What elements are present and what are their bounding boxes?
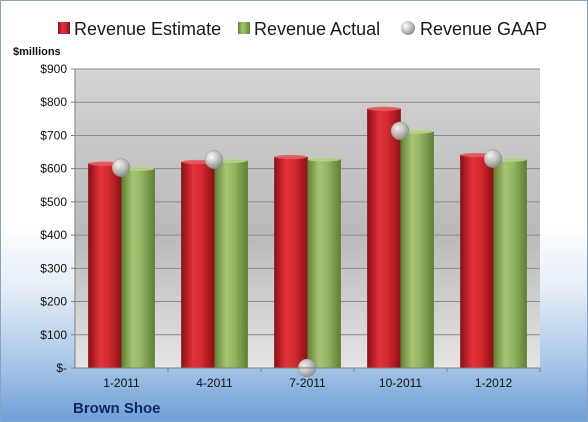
legend-marker-revenue-gaap [401, 21, 415, 35]
bar-top-revenue-estimate [274, 154, 308, 160]
bar-revenue-actual [400, 131, 434, 369]
x-tick-label: 4-2011 [196, 376, 233, 390]
bar-revenue-estimate [88, 163, 122, 369]
marker-revenue-gaap [390, 121, 410, 141]
y-axis-unit-label: $millions [13, 46, 61, 58]
company-name: Brown Shoe [73, 400, 161, 417]
legend-label-revenue-actual: Revenue Actual [254, 19, 380, 39]
bar-revenue-estimate [274, 156, 308, 369]
marker-revenue-gaap [483, 149, 503, 168]
bar-revenue-actual [121, 168, 155, 369]
x-tick-label: 7-2011 [289, 376, 326, 390]
legend-item-revenue-estimate: Revenue Estimate [58, 19, 221, 39]
bar-revenue-actual [493, 159, 527, 369]
marker-revenue-gaap [204, 150, 224, 169]
legend-label-revenue-estimate: Revenue Estimate [74, 19, 221, 39]
legend-swatch-revenue-actual [238, 22, 250, 34]
x-tick-label: 10-2011 [379, 376, 422, 390]
y-tick-label: $- [56, 361, 67, 375]
y-tick-label: $100 [40, 328, 67, 342]
y-tick-label: $400 [40, 228, 67, 242]
bar-top-revenue-estimate [367, 106, 401, 112]
bar-revenue-actual [307, 159, 341, 369]
bar-revenue-estimate [367, 108, 401, 369]
legend-item-revenue-gaap: Revenue GAAP [401, 19, 547, 39]
x-tick-label: 1-2012 [475, 376, 513, 390]
y-tick-label: $700 [40, 128, 67, 142]
y-tick-label: $500 [40, 195, 67, 209]
marker-revenue-gaap [111, 158, 131, 177]
y-tick-label: $600 [40, 162, 67, 176]
legend-swatch-revenue-estimate [58, 22, 70, 34]
bar-revenue-estimate [181, 161, 215, 369]
legend-item-revenue-actual: Revenue Actual [238, 19, 380, 39]
bar-top-revenue-actual [307, 157, 341, 162]
legend-label-revenue-gaap: Revenue GAAP [420, 19, 547, 39]
bars [88, 106, 527, 369]
legend: Revenue Estimate Revenue Actual Revenue … [58, 19, 547, 39]
y-tick-label: $200 [40, 295, 67, 309]
bar-revenue-actual [214, 160, 248, 369]
x-axis-ticks: 1-2011 4-2011 7-2011 10-2011 1-2012 [103, 368, 541, 390]
y-tick-label: $800 [40, 95, 67, 109]
y-tick-label: $900 [40, 62, 67, 76]
bar-revenue-estimate [460, 154, 494, 369]
x-tick-label: 1-2011 [103, 376, 140, 390]
y-axis-ticks: $- $100 $200 $300 $400 $500 $600 $700 $800 $900 [40, 62, 75, 375]
y-tick-label: $300 [40, 261, 67, 275]
